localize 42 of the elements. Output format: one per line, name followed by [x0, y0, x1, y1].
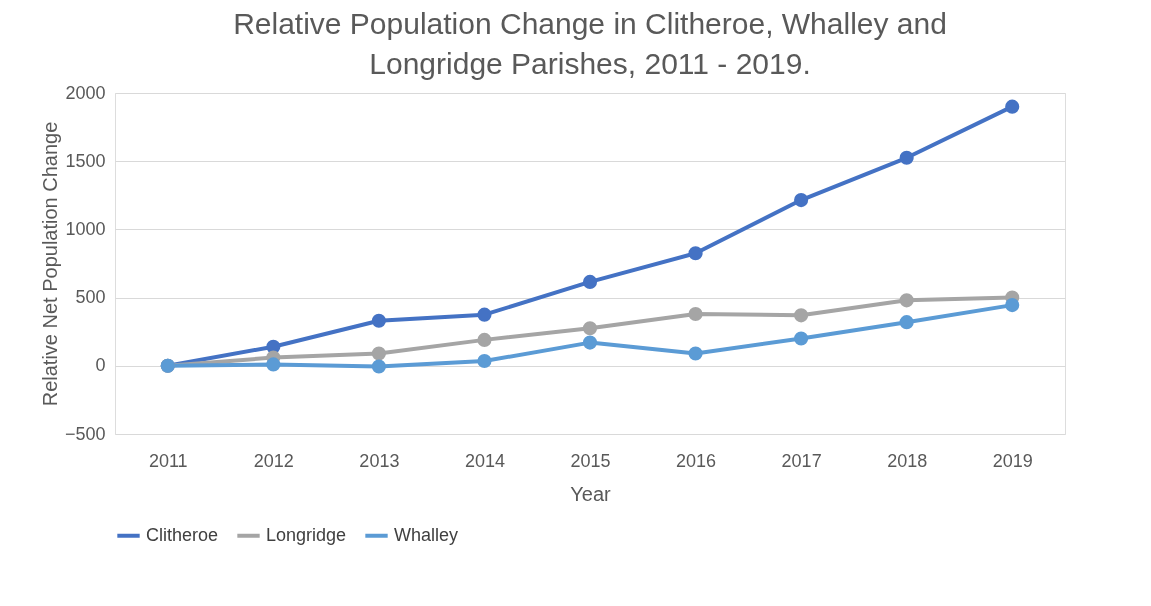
x-tick-label: 2017	[781, 450, 822, 471]
y-tick-label: 1500	[65, 150, 106, 171]
x-tick-label: 2011	[148, 450, 188, 471]
legend-label: Longridge	[266, 524, 347, 545]
x-tick-label: 2015	[570, 450, 611, 471]
y-tick-label: 1000	[65, 218, 106, 239]
point	[794, 331, 809, 346]
point	[794, 193, 809, 208]
y-tick-label: 0	[95, 355, 106, 376]
x-axis-title: Year	[570, 482, 612, 505]
y-tick-label: 2000	[65, 82, 106, 103]
y-tick-label: 500	[75, 287, 106, 308]
x-tick-label: 2016	[676, 450, 717, 471]
point	[477, 307, 492, 322]
point	[266, 357, 281, 372]
y-tick-label: −500	[64, 423, 106, 444]
legend-label: Whalley	[394, 524, 459, 545]
x-tick-label: 2014	[464, 450, 505, 471]
x-tick-label: 2019	[992, 450, 1033, 471]
y-axis-title: Relative Net Population Change	[38, 121, 61, 407]
point	[582, 321, 598, 336]
point	[688, 306, 703, 322]
point	[582, 335, 598, 350]
point	[477, 332, 492, 347]
x-tick-label: 2013	[359, 450, 400, 471]
x-tick-label: 2018	[887, 450, 928, 471]
point	[371, 313, 386, 328]
point	[794, 308, 809, 323]
point	[477, 353, 492, 369]
point	[371, 359, 386, 374]
point	[899, 150, 914, 165]
point	[899, 315, 914, 330]
point	[688, 246, 703, 261]
point	[899, 293, 914, 308]
chart-title: Relative Population Change in Clitheroe, Whalley and Longridge Parishes, 2011 - 2019.	[233, 7, 947, 80]
point	[371, 346, 386, 361]
point	[582, 274, 598, 289]
point	[688, 346, 703, 361]
x-tick-label: 2012	[253, 450, 294, 471]
point	[1005, 298, 1020, 313]
legend-label: Clitheroe	[146, 524, 219, 545]
point	[1005, 99, 1020, 114]
